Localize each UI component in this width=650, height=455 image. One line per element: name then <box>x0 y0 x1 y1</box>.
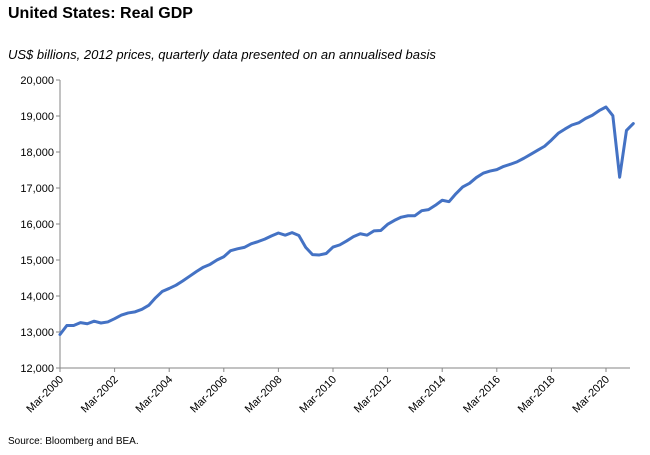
y-tick-label: 18,000 <box>20 147 54 159</box>
y-tick-label: 19,000 <box>20 111 54 123</box>
y-tick-label: 15,000 <box>20 255 54 267</box>
source-note: Source: Bloomberg and BEA. <box>8 436 139 447</box>
y-tick-label: 13,000 <box>20 327 54 339</box>
x-tick-label: Mar-2014 <box>407 374 449 416</box>
y-tick-label: 16,000 <box>20 219 54 231</box>
x-axis-ticks: Mar-2000 Mar-2002 Mar-2004 Mar-2006 Mar-2008… <box>24 368 612 415</box>
x-tick-label: Mar-2012 <box>352 374 394 416</box>
x-tick-label: Mar-2018 <box>516 374 558 416</box>
real-gdp-series-line <box>58 105 635 337</box>
y-tick-label: 17,000 <box>20 183 54 195</box>
x-tick-label: Mar-2000 <box>24 374 66 416</box>
x-tick-label: Mar-2006 <box>188 374 230 416</box>
x-tick-label: Mar-2002 <box>79 374 121 416</box>
y-axis-ticks: 12,000 13,000 14,000 15,000 16,000 17,000 18,0… <box>20 75 60 375</box>
y-tick-label: 12,000 <box>20 363 54 375</box>
y-tick-label: 20,000 <box>20 75 54 87</box>
x-tick-label: Mar-2008 <box>243 374 285 416</box>
x-tick-label: Mar-2010 <box>297 374 339 416</box>
y-tick-label: 14,000 <box>20 291 54 303</box>
chart-title: United States: Real GDP <box>8 5 193 22</box>
chart-subtitle: US$ billions, 2012 prices, quarterly dat… <box>8 47 436 62</box>
x-tick-label: Mar-2004 <box>134 374 176 416</box>
x-tick-label: Mar-2020 <box>570 374 612 416</box>
x-tick-label: Mar-2016 <box>461 374 503 416</box>
